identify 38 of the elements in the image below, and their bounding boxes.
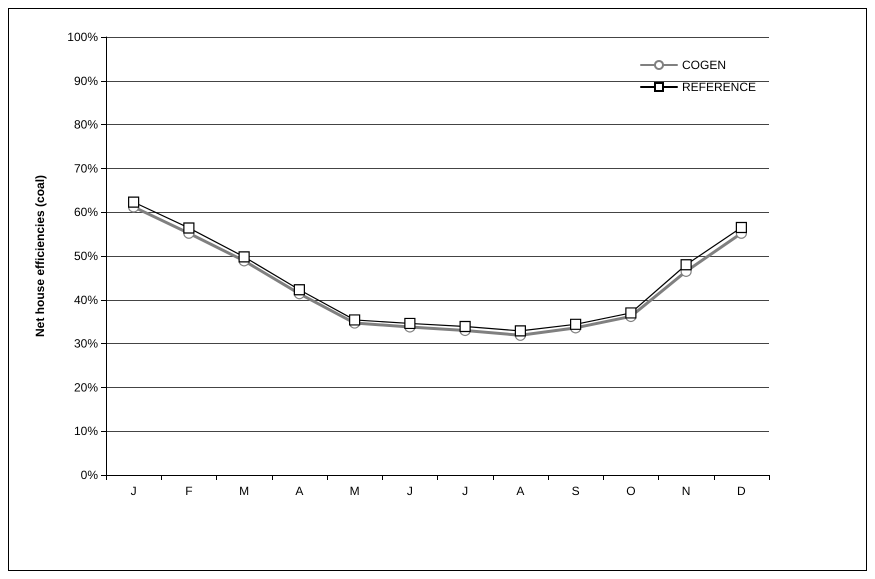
x-tick-label: J xyxy=(462,484,468,498)
point xyxy=(680,259,692,270)
point xyxy=(625,307,636,319)
y-tick-label: 20% xyxy=(74,380,98,394)
x-tick-label: F xyxy=(185,484,193,498)
x-tick-label: M xyxy=(239,484,250,498)
point xyxy=(514,325,526,336)
x-tick-label: A xyxy=(516,484,524,498)
y-tick-label: 70% xyxy=(74,161,98,176)
point xyxy=(128,196,140,208)
y-tick-label: 60% xyxy=(74,205,98,220)
y-tick-label: 10% xyxy=(74,424,98,438)
y-tick-label: 50% xyxy=(74,249,98,263)
point xyxy=(349,314,360,326)
y-tick-label: 90% xyxy=(74,74,98,88)
legend-label: REFERENCE xyxy=(682,80,756,94)
point xyxy=(294,284,305,296)
y-axis-title: Net house efficiencies (coal) xyxy=(33,174,47,338)
x-tick-label: O xyxy=(626,484,636,498)
y-tick-label: 80% xyxy=(74,118,98,132)
point xyxy=(404,318,416,330)
point xyxy=(736,222,747,234)
point xyxy=(238,251,250,262)
point xyxy=(460,320,471,332)
x-tick-label: N xyxy=(682,484,690,498)
x-tick-label: M xyxy=(350,484,360,498)
y-tick-label: 40% xyxy=(74,292,98,307)
point xyxy=(570,318,582,330)
x-tick-label: S xyxy=(572,484,580,498)
point xyxy=(183,222,194,234)
y-tick-label: 30% xyxy=(74,336,98,351)
x-tick-label: J xyxy=(406,484,413,498)
x-tick-label: J xyxy=(130,484,137,498)
x-tick-label: A xyxy=(295,484,304,498)
x-tick-label: D xyxy=(737,484,746,498)
y-tick-label: 0% xyxy=(80,468,98,482)
y-tick-label: 100% xyxy=(67,30,98,44)
legend-label: COGEN xyxy=(682,58,726,72)
